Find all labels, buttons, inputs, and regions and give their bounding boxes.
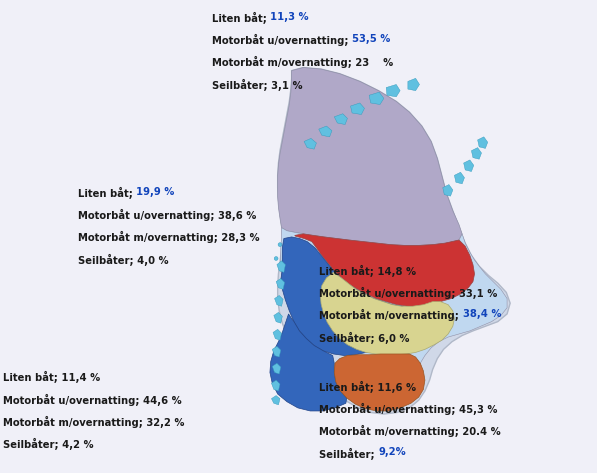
Text: Seilbåter; 3,1 %: Seilbåter; 3,1 % (212, 79, 303, 91)
Text: Motorbåt m/overnatting; 32,2 %: Motorbåt m/overnatting; 32,2 % (3, 416, 184, 428)
Text: Motorbåt u/overnatting; 44,6 %: Motorbåt u/overnatting; 44,6 % (3, 394, 181, 406)
Polygon shape (274, 312, 282, 323)
Text: Motorbåt u/overnatting; 45,3 %: Motorbåt u/overnatting; 45,3 % (319, 403, 498, 415)
Polygon shape (281, 228, 507, 371)
Polygon shape (277, 261, 285, 272)
Polygon shape (272, 346, 281, 357)
Text: Liten båt; 11,6 %: Liten båt; 11,6 % (319, 381, 417, 393)
Text: Liten båt;: Liten båt; (78, 187, 136, 199)
Polygon shape (304, 139, 316, 149)
Polygon shape (408, 79, 420, 91)
Polygon shape (273, 329, 282, 340)
Text: Motorbåt m/overnatting; 20.4 %: Motorbåt m/overnatting; 20.4 % (319, 425, 501, 438)
Polygon shape (272, 395, 280, 405)
Text: Motorbåt m/overnatting;: Motorbåt m/overnatting; (319, 309, 463, 322)
Polygon shape (478, 137, 488, 149)
Ellipse shape (278, 243, 282, 246)
Text: Motorbåt u/overnatting;: Motorbåt u/overnatting; (212, 34, 352, 46)
Polygon shape (386, 85, 400, 97)
Text: Motorbåt u/overnatting; 33,1 %: Motorbåt u/overnatting; 33,1 % (319, 287, 498, 299)
Text: 19,9 %: 19,9 % (136, 187, 174, 197)
Polygon shape (275, 296, 283, 306)
Polygon shape (454, 172, 464, 184)
Polygon shape (278, 68, 462, 245)
Text: Seilbåter; 4,2 %: Seilbåter; 4,2 % (3, 438, 94, 450)
Text: Motorbåt m/overnatting; 23    %: Motorbåt m/overnatting; 23 % (212, 56, 393, 69)
Polygon shape (270, 314, 347, 411)
Polygon shape (319, 126, 332, 137)
Polygon shape (272, 380, 280, 391)
Polygon shape (321, 272, 454, 355)
Text: Motorbåt u/overnatting; 38,6 %: Motorbåt u/overnatting; 38,6 % (78, 209, 256, 221)
Polygon shape (295, 234, 475, 306)
Text: 11,3 %: 11,3 % (270, 12, 309, 22)
Polygon shape (281, 237, 413, 356)
Polygon shape (278, 68, 510, 414)
Polygon shape (443, 184, 453, 196)
Text: Seilbåter; 4,0 %: Seilbåter; 4,0 % (78, 254, 168, 266)
Polygon shape (350, 103, 365, 114)
Polygon shape (334, 354, 425, 411)
Polygon shape (272, 363, 281, 374)
Text: Liten båt;: Liten båt; (212, 12, 270, 24)
Text: Liten båt; 11,4 %: Liten båt; 11,4 % (3, 371, 100, 384)
Text: Seilbåter;: Seilbåter; (319, 447, 378, 460)
Polygon shape (472, 148, 482, 159)
Text: 53,5 %: 53,5 % (352, 34, 390, 44)
Text: Seilbåter; 6,0 %: Seilbåter; 6,0 % (319, 332, 410, 344)
Polygon shape (276, 279, 285, 289)
Text: Liten båt; 14,8 %: Liten båt; 14,8 % (319, 265, 417, 277)
Text: Motorbåt m/overnatting; 28,3 %: Motorbåt m/overnatting; 28,3 % (78, 231, 259, 244)
Polygon shape (334, 114, 347, 124)
Text: 38,4 %: 38,4 % (463, 309, 501, 319)
Ellipse shape (274, 256, 278, 261)
Polygon shape (369, 92, 384, 105)
Polygon shape (464, 160, 474, 172)
Text: 9,2%: 9,2% (378, 447, 407, 457)
